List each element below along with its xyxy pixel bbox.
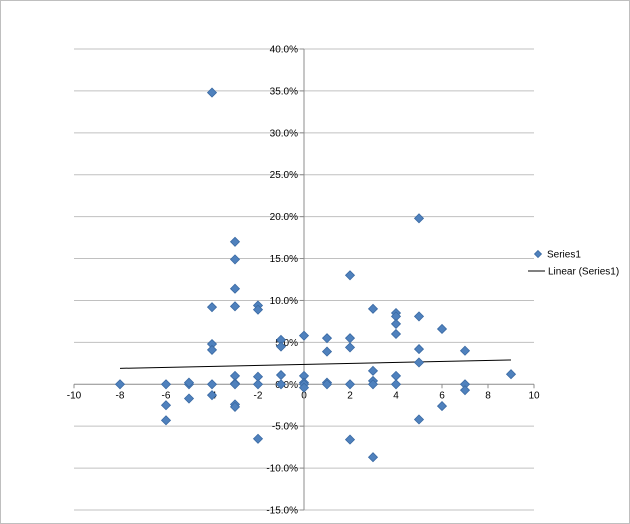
data-point-15: [229, 283, 241, 294]
data-point-26: [252, 433, 264, 444]
data-point-45: [367, 303, 379, 314]
x-tick-label-8: 6: [439, 390, 445, 401]
data-point-21: [229, 401, 241, 412]
data-point-46: [367, 365, 379, 376]
data-point-42: [344, 342, 356, 353]
data-point-11: [206, 379, 218, 390]
y-tick-label-7: 20.0%: [270, 212, 298, 223]
y-tick-label-4: 5.0%: [275, 338, 298, 349]
data-point-23: [252, 304, 264, 315]
y-tick-label-8: 25.0%: [270, 170, 298, 181]
data-point-6: [183, 393, 195, 404]
data-point-57: [413, 311, 425, 322]
data-point-41: [344, 333, 356, 344]
y-tick-label-5: 10.0%: [270, 296, 298, 307]
data-point-48: [367, 379, 379, 390]
trendline: [119, 359, 512, 369]
x-tick-label-4: -2: [254, 390, 263, 401]
y-tick-label-11: 40.0%: [270, 45, 298, 56]
data-point-35: [298, 382, 310, 393]
legend-marker-series1: [533, 249, 543, 259]
x-tick-label-6: 2: [347, 390, 353, 401]
data-point-40: [344, 270, 356, 281]
data-point-7: [206, 87, 218, 98]
y-tick-label-10: 35.0%: [270, 86, 298, 97]
data-point-19: [229, 379, 241, 390]
data-point-43: [344, 379, 356, 390]
x-tick-label-2: -6: [162, 390, 171, 401]
data-point-13: [229, 236, 241, 247]
data-point-55: [390, 379, 402, 390]
x-tick-label-7: 4: [393, 390, 399, 401]
data-point-30: [275, 379, 287, 390]
x-tick-label-1: -8: [116, 390, 125, 401]
data-point-49: [367, 452, 379, 463]
legend-label-series1: Series1: [547, 250, 581, 261]
x-tick-label-10: 10: [528, 390, 540, 401]
data-point-65: [459, 385, 471, 396]
data-point-58: [413, 344, 425, 355]
data-point-66: [505, 369, 517, 380]
y-tick-label-1: -10.0%: [266, 464, 298, 475]
data-point-31: [298, 330, 310, 341]
data-point-1: [160, 379, 172, 390]
axes: [73, 48, 535, 511]
data-point-2: [160, 400, 172, 411]
y-tick-label-3: 0.0%: [275, 380, 298, 391]
data-point-44: [344, 434, 356, 445]
data-point-56: [413, 213, 425, 224]
x-tick-label-9: 8: [485, 390, 491, 401]
data-point-8: [206, 302, 218, 313]
data-point-12: [206, 390, 218, 401]
data-points: [114, 87, 517, 463]
y-tick-label-9: 30.0%: [270, 128, 298, 139]
data-point-59: [413, 357, 425, 368]
x-tick-label-0: -10: [67, 390, 82, 401]
data-point-3: [160, 415, 172, 426]
data-point-39: [321, 379, 333, 390]
legend: Series1 Linear (Series1): [528, 250, 619, 278]
data-point-28: [275, 341, 287, 352]
data-point-61: [436, 323, 448, 335]
data-point-53: [390, 328, 402, 340]
y-tick-label-2: -5.0%: [272, 422, 298, 433]
data-point-16: [229, 301, 241, 312]
data-point-36: [321, 333, 333, 344]
data-point-62: [436, 400, 448, 412]
data-point-5: [183, 377, 195, 388]
y-tick-labels: -15.0% -10.0% -5.0% 0.0% 5.0% 10.0% 15.0% 20.0%…: [266, 45, 298, 517]
data-point-54: [390, 370, 402, 381]
data-point-37: [321, 346, 333, 357]
legend-label-trendline: Linear (Series1): [548, 267, 619, 278]
data-point-52: [390, 318, 402, 329]
y-tick-label-6: 15.0%: [270, 254, 298, 265]
data-point-63: [459, 345, 471, 356]
data-point-60: [413, 414, 425, 425]
data-point-29: [275, 369, 287, 381]
data-point-25: [252, 379, 264, 390]
trendline-group: [119, 359, 512, 369]
data-point-14: [229, 254, 241, 265]
data-point-0: [114, 379, 126, 390]
y-tick-label-0: -15.0%: [266, 506, 298, 517]
data-point-10: [206, 344, 218, 355]
